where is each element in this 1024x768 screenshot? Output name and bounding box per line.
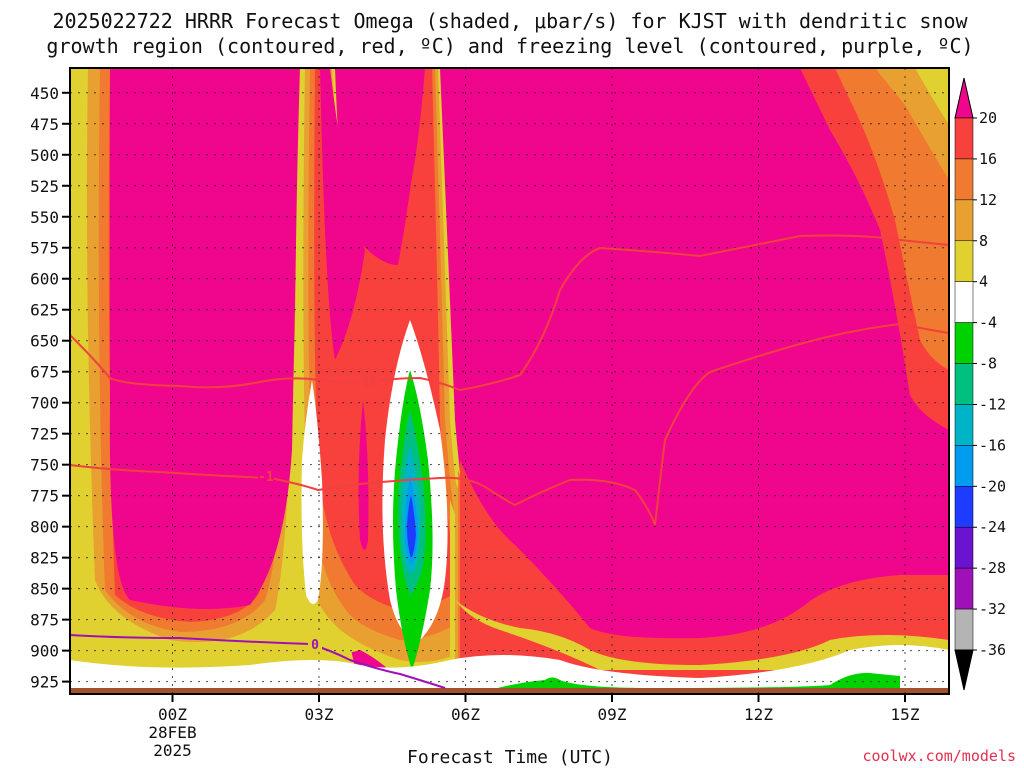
colorbar-label: -24 (979, 518, 1006, 536)
x-tick-year: 2025 (153, 741, 192, 760)
contour-snow-growth-minus12 (70, 322, 949, 526)
colorbar-segment (954, 281, 974, 323)
y-tick-label: 925 (30, 673, 59, 692)
colorbar-segment (954, 486, 974, 528)
colorbar-label: 20 (979, 109, 997, 127)
colorbar-top-triangle (954, 77, 974, 119)
shading-mid-pink-spike (358, 400, 369, 550)
y-tick-label: 825 (30, 549, 59, 568)
shading-low-white (70, 645, 949, 690)
colorbar-segment (954, 526, 974, 569)
shading-low-right-16 (460, 460, 949, 690)
shading-low-right-yellow (455, 600, 949, 670)
shading-upper-right-8 (875, 68, 949, 180)
x-tick-label: 00Z (158, 705, 187, 724)
colorbar: 20 16 12 8 4 -4 -8 -12 -16 -20 -24 -28 -32 -36 (954, 77, 1006, 691)
y-tick-label: 575 (30, 239, 59, 258)
shading-upper-right-4 (915, 68, 949, 125)
colorbar-label: 12 (979, 191, 997, 209)
y-tick-label: 525 (30, 177, 59, 196)
colorbar-label: -36 (979, 641, 1006, 659)
shading-blue-spike (407, 495, 416, 558)
colorbar-segment (954, 322, 974, 364)
y-tick-label: 750 (30, 456, 59, 475)
colorbar-label: -32 (979, 600, 1006, 618)
y-tick-label: 550 (30, 208, 59, 227)
x-axis-label: Forecast Time (UTC) (407, 747, 613, 768)
chart-title-line1: 2025022722 HRRR Forecast Omega (shaded, … (52, 9, 968, 33)
contour-label-minus12-text: -1 (258, 470, 274, 485)
colorbar-label: -4 (979, 314, 997, 332)
colorbar-segment (954, 158, 974, 201)
x-tick-label: 12Z (744, 705, 773, 724)
shading-upper-right-12 (835, 68, 949, 370)
colorbar-bottom-triangle (954, 649, 974, 691)
colorbar-label: -8 (979, 355, 997, 373)
shading-left-core (109, 68, 300, 609)
y-tick-label: 500 (30, 146, 59, 165)
y-tick-label: 450 (30, 84, 59, 103)
colorbar-label: 4 (979, 273, 988, 291)
y-axis: 450 475 500 525 550 575 600 625 650 675 700 725 750 7… (30, 84, 70, 692)
x-tick-label: 03Z (305, 705, 334, 724)
plot-frame (69, 67, 950, 695)
x-tick-label: 09Z (598, 705, 627, 724)
chart-title-line2: growth region (contoured, red, ºC) and f… (46, 34, 973, 58)
ground-surface-band (70, 688, 949, 694)
colorbar-segment (954, 445, 974, 487)
x-tick-label: 06Z (451, 705, 480, 724)
y-tick-label: 600 (30, 270, 59, 289)
shading-center-core-right (343, 68, 425, 250)
colorbar-segment (954, 404, 974, 446)
colorbar-segment (954, 240, 974, 282)
omega-shading: -18 -1 0 (70, 68, 949, 694)
shading-center-white-left (301, 380, 323, 604)
y-tick-label: 850 (30, 580, 59, 599)
y-tick-label: 625 (30, 301, 59, 320)
y-tick-label: 900 (30, 642, 59, 661)
colorbar-label: -28 (979, 559, 1006, 577)
y-tick-label: 800 (30, 518, 59, 537)
gridlines (70, 68, 949, 694)
y-tick-label: 700 (30, 394, 59, 413)
y-tick-label: 650 (30, 332, 59, 351)
contour-label-minus18-text: -18 (354, 376, 378, 391)
colorbar-segment (954, 199, 974, 242)
credit-text: coolwx.com/models (862, 747, 1016, 765)
colorbar-segment (954, 608, 974, 651)
colorbar-label: 16 (979, 150, 997, 168)
contour-label-freezing: 0 (308, 636, 322, 653)
colorbar-label: -16 (979, 436, 1006, 454)
colorbar-segment (954, 363, 974, 405)
colorbar-label: 8 (979, 232, 988, 250)
contour-snow-growth-minus18 (70, 234, 949, 392)
x-tick-date: 28FEB (148, 723, 196, 742)
contour-label-minus18: -18 (353, 374, 379, 391)
contour-label-freezing-text: 0 (311, 638, 319, 653)
colorbar-segment (954, 567, 974, 610)
y-tick-label: 725 (30, 425, 59, 444)
shading-center-core-left (320, 68, 365, 360)
colorbar-segment (954, 117, 974, 160)
y-tick-label: 875 (30, 611, 59, 630)
y-tick-label: 675 (30, 363, 59, 382)
colorbar-label: -12 (979, 395, 1006, 413)
y-tick-label: 775 (30, 487, 59, 506)
contour-label-minus12: -1 (258, 468, 274, 485)
y-tick-label: 475 (30, 115, 59, 134)
shading-left-low-4 (70, 68, 360, 690)
x-tick-label: 15Z (891, 705, 920, 724)
colorbar-label: -20 (979, 477, 1006, 495)
